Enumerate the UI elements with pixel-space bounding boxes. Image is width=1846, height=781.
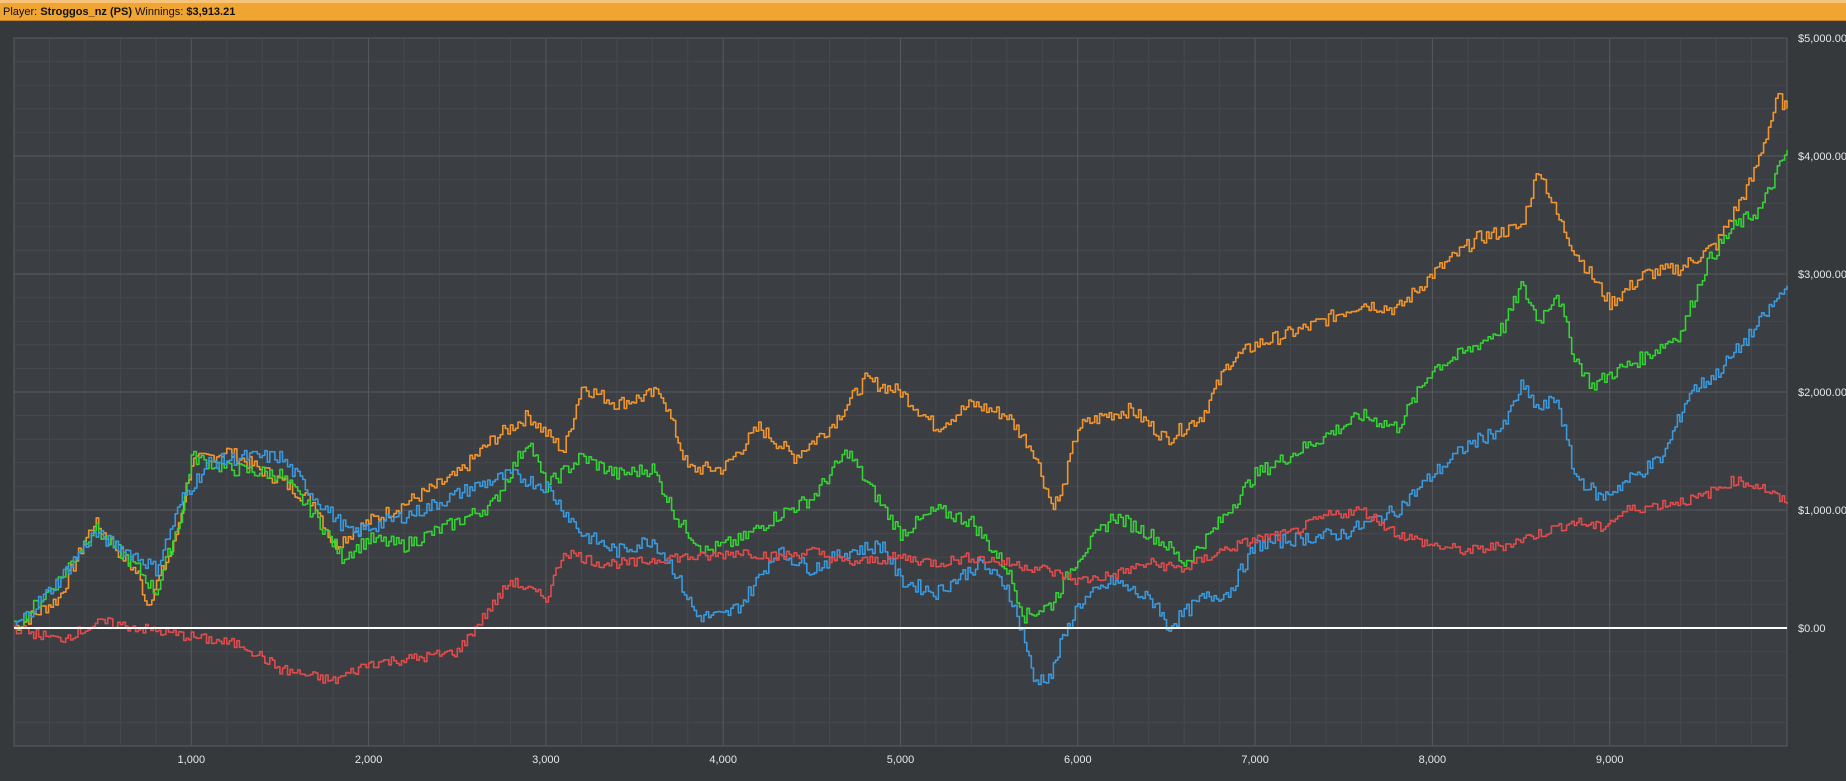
title-bar-highlight: [0, 0, 1846, 3]
y-tick-label: $2,000.00: [1798, 387, 1846, 399]
player-name: Stroggos_nz (PS): [40, 6, 132, 18]
x-tick-label: 5,000: [887, 754, 915, 766]
winnings-graph: 1,000 2,000 3,000 4,000 5,000 6,000 7,000 8,000…: [0, 21, 1846, 776]
x-tick-label: 3,000: [532, 754, 560, 766]
y-tick-label: $3,000.00: [1798, 269, 1846, 281]
x-tick-label: 4,000: [709, 754, 737, 766]
player-info: Player: Stroggos_nz (PS) Winnings: $3,91…: [3, 6, 235, 18]
x-tick-label: 6,000: [1064, 754, 1092, 766]
series-line-2: [14, 150, 1788, 631]
winnings-value: $3,913.21: [186, 6, 236, 18]
y-tick-label: $1,000.00: [1798, 505, 1846, 517]
x-tick-label: 9,000: [1596, 754, 1624, 766]
series-line-4: [14, 475, 1788, 685]
series-line-3: [14, 285, 1788, 686]
x-tick-label: 1,000: [178, 754, 206, 766]
chart-svg: 1,000 2,000 3,000 4,000 5,000 6,000 7,000 8,000…: [13, 33, 1846, 766]
x-tick-label: 8,000: [1419, 754, 1447, 766]
x-tick-label: 2,000: [355, 754, 383, 766]
player-label: Player:: [3, 6, 38, 18]
y-tick-label: $5,000.00: [1798, 33, 1846, 45]
x-tick-label: 7,000: [1241, 754, 1269, 766]
series-line-1: [14, 92, 1788, 631]
y-tick-label: $4,000.00: [1798, 151, 1846, 163]
winnings-label: Winnings:: [135, 6, 184, 18]
title-bar: Player: Stroggos_nz (PS) Winnings: $3,91…: [0, 0, 1846, 21]
y-tick-label: $0.00: [1798, 623, 1826, 635]
